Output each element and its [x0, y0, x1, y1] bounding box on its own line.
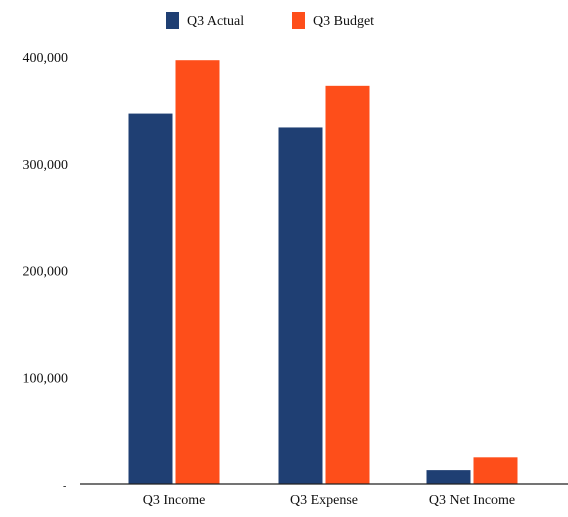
legend: Q3 Actual Q3 Budget — [166, 12, 374, 29]
y-axis-origin-tick: - — [63, 481, 66, 492]
bar-q3-actual-q3-expense — [278, 127, 323, 484]
legend-swatch-q3-actual — [166, 12, 179, 29]
bar-q3-budget-q3-net-income — [473, 457, 518, 484]
y-tick-label-200000: 200,000 — [23, 265, 69, 280]
x-tick-label-q3-expense: Q3 Expense — [290, 493, 358, 508]
y-tick-label-300000: 300,000 — [23, 158, 69, 173]
bars — [128, 60, 518, 484]
legend-swatch-q3-budget — [292, 12, 305, 29]
bar-q3-actual-q3-income — [128, 113, 173, 484]
x-axis: Q3 Income Q3 Expense Q3 Net Income — [143, 493, 515, 508]
bar-q3-actual-q3-net-income — [426, 470, 471, 484]
legend-label-q3-budget: Q3 Budget — [313, 14, 374, 29]
bar-q3-budget-q3-expense — [325, 85, 370, 484]
y-tick-label-100000: 100,000 — [23, 371, 69, 386]
y-axis: 100,000 200,000 300,000 400,000 — [23, 51, 69, 386]
x-tick-label-q3-net-income: Q3 Net Income — [429, 493, 515, 508]
x-tick-label-q3-income: Q3 Income — [143, 493, 206, 508]
bar-q3-budget-q3-income — [175, 60, 220, 484]
legend-label-q3-actual: Q3 Actual — [187, 14, 244, 29]
y-tick-label-400000: 400,000 — [23, 51, 69, 66]
